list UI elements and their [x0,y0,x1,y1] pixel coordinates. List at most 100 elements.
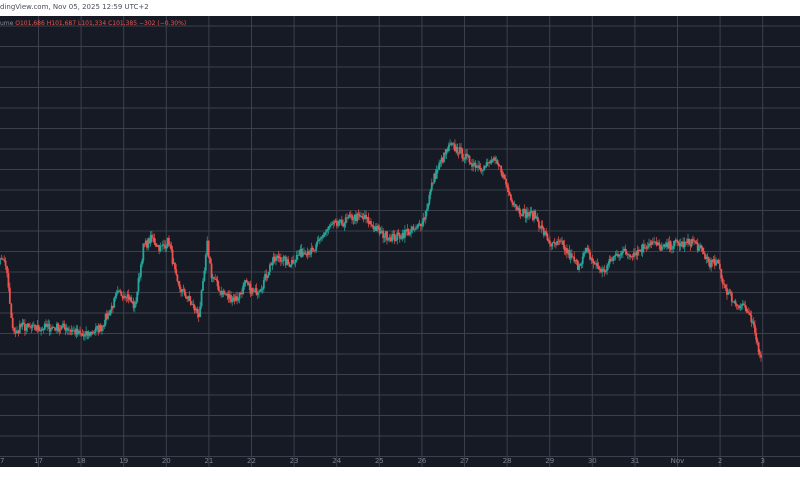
candle-body [511,200,514,203]
candle-body [239,292,242,294]
candle-body [327,226,330,230]
candle-body [264,273,266,281]
candle-body [84,334,86,337]
candle-body [398,234,401,239]
candle-body [290,260,293,265]
candle-body [22,322,25,325]
candle-body [220,291,223,295]
candle-body [344,217,347,224]
candle-body [490,160,493,163]
price-chart[interactable] [0,16,800,467]
candle-body [676,239,678,242]
candle-body [695,241,698,244]
candle-body [600,268,602,273]
candle-body [535,216,538,219]
candle-body [693,240,695,242]
candle-body [90,331,92,336]
candle-body [597,266,600,269]
candle-body [430,182,433,190]
candle-body [312,249,315,251]
x-tick-label: 30 [588,457,597,465]
candle-body [494,157,496,161]
candle-body [660,246,663,251]
candle-body [109,309,112,315]
candle-body [628,254,630,256]
candle-body [372,226,375,230]
candle-body [406,229,409,232]
candle-body [707,259,710,262]
candle-body [626,254,629,255]
candle-body [94,327,97,332]
candle-body [187,296,190,299]
candle-body [75,328,78,335]
candle-body [501,172,504,178]
candle-body [677,241,680,244]
candle-body [733,300,736,302]
candle-body [356,213,359,222]
candle-body [679,243,682,247]
chart-area[interactable]: ume O101,686 H101,687 L101,334 C101,385 … [0,16,800,467]
candle-body [558,240,561,242]
candle-body [335,220,338,226]
candle-body [244,280,247,284]
candle-body [365,214,367,219]
candle-body [363,214,366,219]
candle-body [683,241,686,248]
candle-body [292,260,294,263]
candle-body [673,240,676,247]
candle-body [663,244,666,247]
candle-body [47,324,50,326]
candle-body [371,224,374,227]
candle-body [451,143,454,145]
candle-body [716,260,719,262]
candle-body [165,246,168,249]
candle-body [721,278,724,284]
candle-body [694,241,697,242]
candle-body [404,229,406,238]
candle-body [360,216,362,217]
candle-body [381,230,383,232]
candle-body [346,217,348,219]
candle-body [575,259,578,262]
candle-body [552,242,555,243]
candle-body [48,324,51,332]
candle-body [166,237,169,247]
candle-body [281,261,283,262]
candle-body [569,253,572,259]
candle-body [477,165,479,167]
candle-body [541,225,544,229]
candle-body [225,293,228,296]
candle-body [81,334,84,336]
candle-body [678,243,681,247]
candle-body [20,324,22,327]
candle-body [283,256,286,258]
candle-body [10,303,13,318]
candle-body [502,174,505,178]
candle-body [32,324,35,326]
candle-body [343,223,346,227]
candle-body [456,146,459,153]
candle-body [547,240,550,241]
candle-body [355,214,357,222]
x-tick-label: 22 [247,457,256,465]
candle-body [42,328,45,330]
candle-body [634,252,636,254]
candle-body [31,324,34,328]
candle-body [127,294,130,300]
candle-body [624,248,627,252]
candle-body [619,254,622,256]
candle-body [699,245,702,247]
candle-body [141,260,144,265]
candle-body [705,256,708,259]
candle-body [463,158,466,160]
candle-body [129,297,131,300]
candle-body [147,238,150,248]
candle-body [213,277,215,279]
ohlc-label-fragment: ume [0,20,14,27]
candle-body [522,209,524,216]
candle-body [752,321,755,326]
candle-body [245,280,248,282]
candle-body [576,261,579,270]
x-tick-label: 29 [545,457,554,465]
ohlc-change: −302 (−0.30%) [139,20,187,27]
